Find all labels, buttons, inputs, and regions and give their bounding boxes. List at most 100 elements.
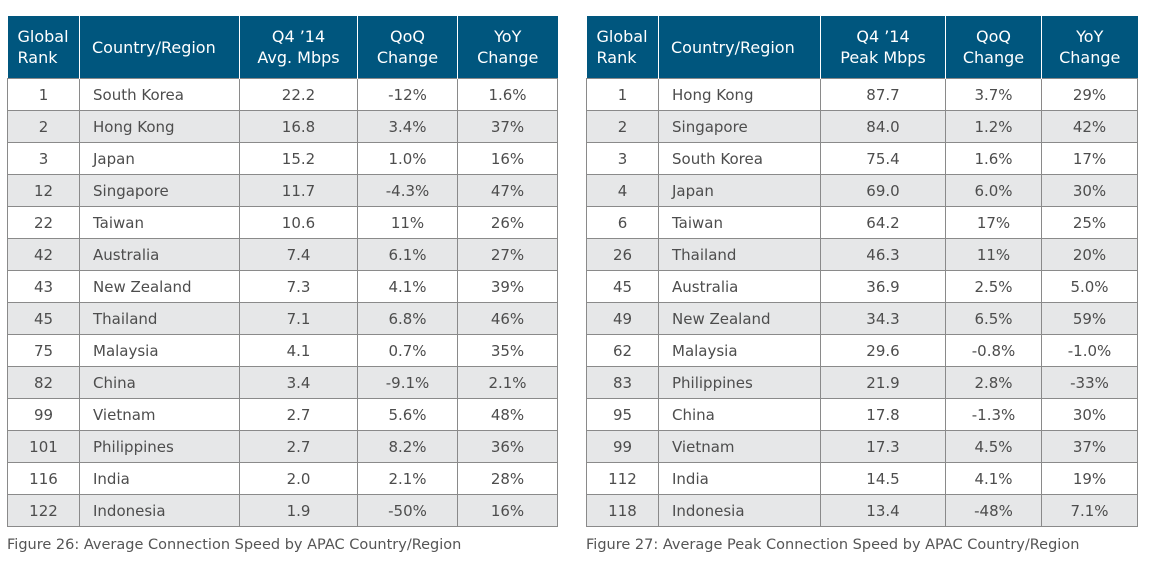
figure-caption: Figure 26: Average Connection Speed by A… [7, 537, 462, 553]
table-header-row: Global Rank Country/Region Q4 ’14 Peak M… [586, 16, 1138, 79]
table-row: 6 Taiwan 64.2 17% 25% [586, 206, 1138, 239]
rank-cell: 12 [7, 174, 80, 207]
mbps-cell: 29.6 [820, 334, 946, 367]
mbps-cell: 36.9 [820, 270, 946, 303]
figure-caption: Figure 27: Average Peak Connection Speed… [586, 537, 1080, 553]
table-row: 122 Indonesia 1.9 -50% 16% [7, 494, 558, 527]
header-avg-mbps: Q4 ’14 Avg. Mbps [239, 16, 358, 79]
country-cell: China [79, 366, 240, 399]
mbps-cell: 69.0 [820, 174, 946, 207]
qoq-cell: 2.8% [945, 366, 1042, 399]
yoy-cell: 39% [457, 270, 558, 303]
country-cell: Thailand [79, 302, 240, 335]
mbps-cell: 15.2 [239, 142, 358, 175]
table-row: 101 Philippines 2.7 8.2% 36% [7, 430, 558, 463]
rank-cell: 3 [586, 142, 659, 175]
qoq-cell: 11% [357, 206, 458, 239]
qoq-cell: 1.6% [945, 142, 1042, 175]
country-cell: India [658, 462, 821, 495]
yoy-cell: 19% [1041, 462, 1138, 495]
yoy-cell: 20% [1041, 238, 1138, 271]
rank-cell: 62 [586, 334, 659, 367]
table-row: 112 India 14.5 4.1% 19% [586, 462, 1138, 495]
table-row: 26 Thailand 46.3 11% 20% [586, 238, 1138, 271]
yoy-cell: 48% [457, 398, 558, 431]
table-row: 2 Hong Kong 16.8 3.4% 37% [7, 110, 558, 143]
mbps-cell: 7.3 [239, 270, 358, 303]
mbps-cell: 1.9 [239, 494, 358, 527]
rank-cell: 45 [7, 302, 80, 335]
table-row: 12 Singapore 11.7 -4.3% 47% [7, 174, 558, 207]
yoy-cell: 35% [457, 334, 558, 367]
header-yoy-change: YoY Change [457, 16, 558, 79]
mbps-cell: 16.8 [239, 110, 358, 143]
qoq-cell: 4.5% [945, 430, 1042, 463]
table-row: 99 Vietnam 2.7 5.6% 48% [7, 398, 558, 431]
table-row: 1 South Korea 22.2 -12% 1.6% [7, 78, 558, 111]
header-yoy-change: YoY Change [1041, 16, 1138, 79]
rank-cell: 42 [7, 238, 80, 271]
rank-cell: 99 [7, 398, 80, 431]
mbps-cell: 7.1 [239, 302, 358, 335]
yoy-cell: 29% [1041, 78, 1138, 111]
table-row: 45 Australia 36.9 2.5% 5.0% [586, 270, 1138, 303]
header-global-rank: Global Rank [7, 16, 80, 79]
mbps-cell: 84.0 [820, 110, 946, 143]
yoy-cell: -33% [1041, 366, 1138, 399]
country-cell: New Zealand [658, 302, 821, 335]
qoq-cell: -12% [357, 78, 458, 111]
yoy-cell: 2.1% [457, 366, 558, 399]
table-row: 99 Vietnam 17.3 4.5% 37% [586, 430, 1138, 463]
header-peak-mbps: Q4 ’14 Peak Mbps [820, 16, 946, 79]
mbps-cell: 13.4 [820, 494, 946, 527]
table-row: 75 Malaysia 4.1 0.7% 35% [7, 334, 558, 367]
table-row: 95 China 17.8 -1.3% 30% [586, 398, 1138, 431]
table-row: 83 Philippines 21.9 2.8% -33% [586, 366, 1138, 399]
qoq-cell: 11% [945, 238, 1042, 271]
rank-cell: 82 [7, 366, 80, 399]
qoq-cell: 1.2% [945, 110, 1042, 143]
country-cell: Singapore [79, 174, 240, 207]
table-row: 3 South Korea 75.4 1.6% 17% [586, 142, 1138, 175]
country-cell: Indonesia [658, 494, 821, 527]
country-cell: South Korea [658, 142, 821, 175]
qoq-cell: 4.1% [357, 270, 458, 303]
yoy-cell: 37% [457, 110, 558, 143]
rank-cell: 116 [7, 462, 80, 495]
yoy-cell: 25% [1041, 206, 1138, 239]
country-cell: Malaysia [79, 334, 240, 367]
mbps-cell: 2.7 [239, 430, 358, 463]
qoq-cell: 6.5% [945, 302, 1042, 335]
yoy-cell: 30% [1041, 174, 1138, 207]
figure-27-peak-speed: Global Rank Country/Region Q4 ’14 Peak M… [586, 16, 1138, 553]
rank-cell: 1 [586, 78, 659, 111]
mbps-cell: 7.4 [239, 238, 358, 271]
yoy-cell: 42% [1041, 110, 1138, 143]
country-cell: Indonesia [79, 494, 240, 527]
qoq-cell: 0.7% [357, 334, 458, 367]
qoq-cell: 1.0% [357, 142, 458, 175]
qoq-cell: 3.7% [945, 78, 1042, 111]
qoq-cell: 17% [945, 206, 1042, 239]
yoy-cell: 16% [457, 142, 558, 175]
peak-speed-table: Global Rank Country/Region Q4 ’14 Peak M… [586, 16, 1138, 527]
qoq-cell: 6.1% [357, 238, 458, 271]
qoq-cell: 4.1% [945, 462, 1042, 495]
table-row: 1 Hong Kong 87.7 3.7% 29% [586, 78, 1138, 111]
table-row: 45 Thailand 7.1 6.8% 46% [7, 302, 558, 335]
rank-cell: 99 [586, 430, 659, 463]
country-cell: South Korea [79, 78, 240, 111]
mbps-cell: 2.0 [239, 462, 358, 495]
country-cell: Taiwan [658, 206, 821, 239]
mbps-cell: 21.9 [820, 366, 946, 399]
mbps-cell: 10.6 [239, 206, 358, 239]
table-row: 2 Singapore 84.0 1.2% 42% [586, 110, 1138, 143]
mbps-cell: 75.4 [820, 142, 946, 175]
country-cell: Singapore [658, 110, 821, 143]
yoy-cell: 47% [457, 174, 558, 207]
country-cell: New Zealand [79, 270, 240, 303]
yoy-cell: 28% [457, 462, 558, 495]
country-cell: Taiwan [79, 206, 240, 239]
table-row: 22 Taiwan 10.6 11% 26% [7, 206, 558, 239]
table-row: 43 New Zealand 7.3 4.1% 39% [7, 270, 558, 303]
